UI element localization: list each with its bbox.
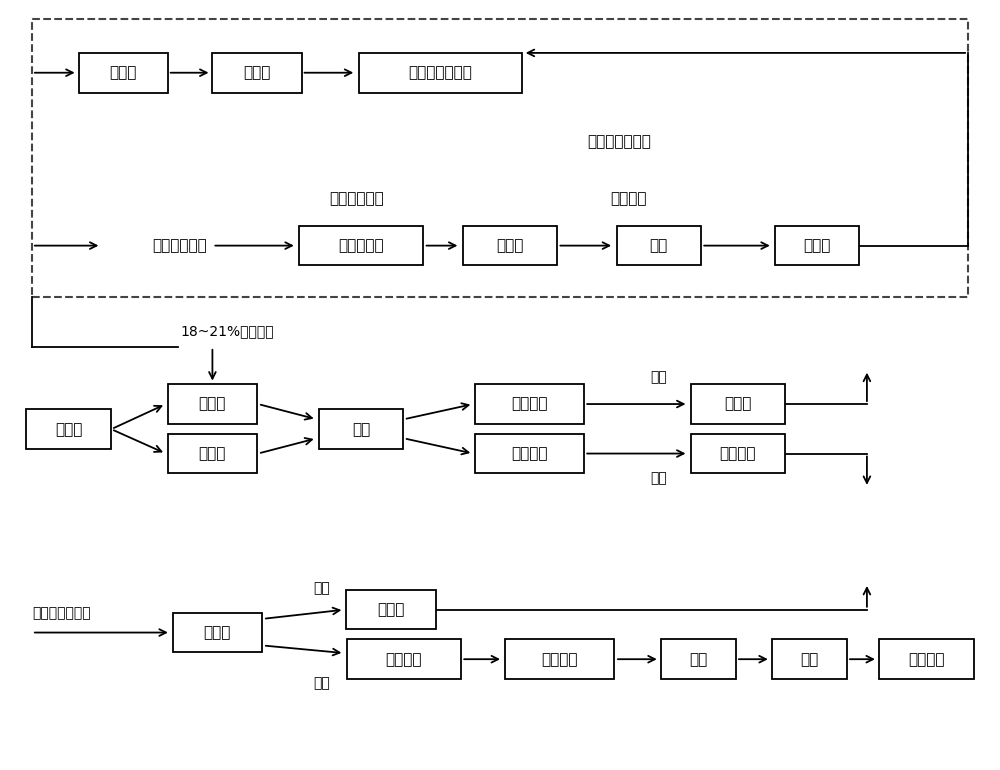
Bar (617, 226, 701, 266)
Text: 氯化氢干燥气: 氯化氢干燥气 (153, 238, 207, 253)
Text: 带式过滤: 带式过滤 (512, 397, 548, 411)
Text: 甘油、催化剂: 甘油、催化剂 (329, 191, 384, 206)
Text: 氯化釜: 氯化釜 (199, 397, 226, 411)
Text: 环氧氯丙烷工序: 环氧氯丙烷工序 (587, 134, 651, 149)
Bar (319, 410, 403, 449)
Text: 物料: 物料 (313, 677, 330, 691)
Bar (505, 639, 614, 679)
Text: 氯化反应釜: 氯化反应釜 (338, 238, 384, 253)
Text: 涂覆包装: 涂覆包装 (908, 651, 945, 667)
Text: 待料: 待料 (352, 422, 370, 437)
Bar (346, 590, 436, 630)
Text: 溶液: 溶液 (313, 581, 330, 595)
Text: 闪蒸: 闪蒸 (689, 651, 707, 667)
Bar (463, 226, 557, 266)
Text: 分相器: 分相器 (109, 65, 137, 80)
Text: 环化塔: 环化塔 (804, 238, 831, 253)
Text: 溶液: 溶液 (650, 370, 667, 384)
Text: 分离、喷淋两次: 分离、喷淋两次 (32, 607, 91, 621)
Bar (475, 384, 584, 424)
Bar (299, 226, 423, 266)
Bar (79, 53, 168, 92)
Bar (168, 384, 257, 424)
Text: 过滤机: 过滤机 (204, 625, 231, 640)
Bar (173, 613, 262, 652)
Text: 斜板过滤: 斜板过滤 (386, 651, 422, 667)
Text: 脱吸塔: 脱吸塔 (377, 602, 405, 618)
Bar (661, 639, 736, 679)
Text: 后处理釜: 后处理釜 (720, 446, 756, 461)
Bar (775, 226, 859, 266)
Bar (359, 53, 522, 92)
Bar (772, 639, 847, 679)
Bar (168, 434, 257, 474)
Text: 氯化釜: 氯化釜 (199, 446, 226, 461)
Text: 计量槽: 计量槽 (55, 422, 82, 437)
Text: 干燥: 干燥 (800, 651, 819, 667)
Text: 18~21%盐酸再用: 18~21%盐酸再用 (181, 325, 274, 339)
Bar (879, 639, 974, 679)
Bar (26, 410, 111, 449)
Text: 环氧氯丙烷贮槽: 环氧氯丙烷贮槽 (409, 65, 472, 80)
Bar (212, 53, 302, 92)
Text: 精馏塔: 精馏塔 (243, 65, 271, 80)
Bar (691, 384, 785, 424)
Bar (347, 639, 461, 679)
Bar (691, 434, 785, 474)
Text: 带式过滤: 带式过滤 (512, 446, 548, 461)
Text: 贮槽: 贮槽 (650, 238, 668, 253)
Text: 脱吸塔: 脱吸塔 (724, 397, 752, 411)
Bar (32, 19, 968, 297)
Text: 物料: 物料 (650, 471, 667, 485)
Text: 螺旋离心: 螺旋离心 (541, 651, 578, 667)
Bar (475, 434, 584, 474)
Text: 静置分层: 静置分层 (611, 191, 647, 206)
Text: 中和槽: 中和槽 (496, 238, 524, 253)
